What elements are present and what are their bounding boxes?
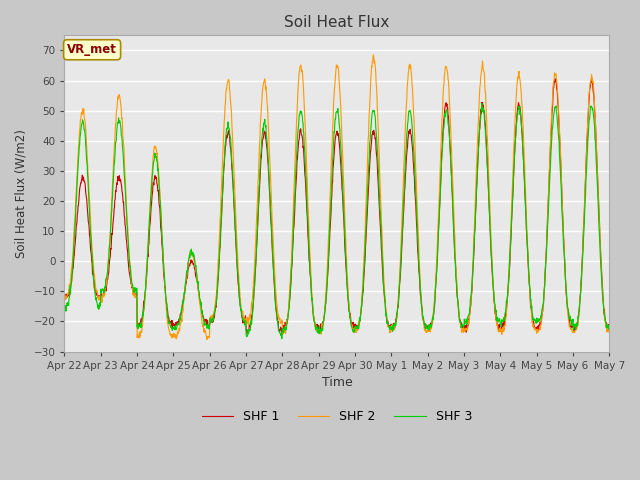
SHF 2: [203, 336, 211, 342]
SHF 1: [541, 272, 549, 278]
Text: VR_met: VR_met: [67, 43, 117, 56]
SHF 2: [243, 321, 251, 326]
SHF 1: [278, 332, 286, 337]
SHF 2: [370, 52, 378, 58]
SHF 1: [182, 283, 189, 289]
SHF 3: [605, 325, 613, 331]
SHF 3: [61, 308, 68, 313]
SHF 2: [605, 328, 613, 334]
Y-axis label: Soil Heat Flux (W/m2): Soil Heat Flux (W/m2): [15, 129, 28, 258]
SHF 3: [243, 334, 250, 339]
SHF 3: [493, 314, 501, 320]
SHF 3: [478, 101, 486, 107]
X-axis label: Time: Time: [321, 376, 352, 389]
SHF 2: [422, 330, 430, 336]
SHF 1: [605, 323, 613, 329]
SHF 1: [493, 321, 500, 326]
SHF 3: [168, 328, 176, 334]
SHF 2: [182, 280, 189, 286]
SHF 1: [61, 294, 68, 300]
SHF 2: [493, 322, 501, 328]
SHF 3: [422, 325, 429, 331]
Title: Soil Heat Flux: Soil Heat Flux: [284, 15, 390, 30]
Legend: SHF 1, SHF 2, SHF 3: SHF 1, SHF 2, SHF 3: [196, 405, 477, 428]
SHF 1: [588, 74, 595, 80]
Line: SHF 3: SHF 3: [65, 104, 609, 339]
SHF 1: [422, 324, 429, 330]
SHF 2: [541, 269, 549, 275]
SHF 1: [168, 325, 176, 331]
SHF 3: [182, 279, 189, 285]
Line: SHF 2: SHF 2: [65, 55, 609, 339]
SHF 3: [541, 269, 549, 275]
SHF 3: [278, 336, 285, 342]
SHF 1: [243, 329, 250, 335]
Line: SHF 1: SHF 1: [65, 77, 609, 335]
SHF 2: [168, 332, 176, 337]
SHF 2: [61, 293, 68, 299]
